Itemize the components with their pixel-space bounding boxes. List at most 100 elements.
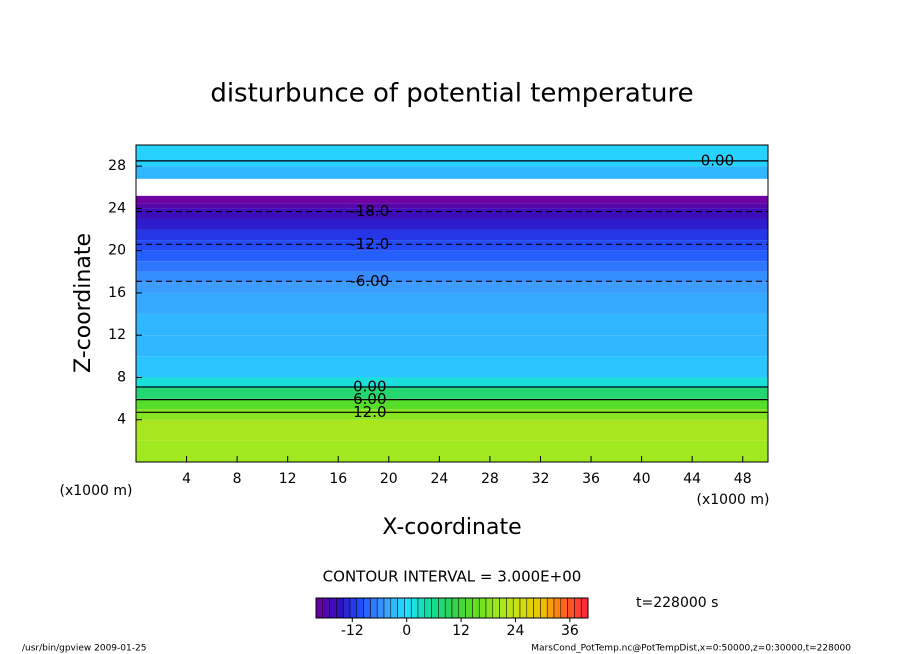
- colorbar-cell: [329, 597, 337, 619]
- field-band: [136, 409, 768, 420]
- footer-left: /usr/bin/gpview 2009-01-25: [22, 644, 146, 654]
- footer-right: MarsCond_PotTemp.nc@PotTempDist,x=0:5000…: [531, 644, 851, 654]
- x-tick-label: 4: [182, 471, 191, 487]
- y-tick-label: 12: [108, 327, 126, 343]
- colorbar-cell: [424, 597, 432, 619]
- colorbar-cell: [431, 597, 439, 619]
- colorbar-cell: [315, 597, 324, 619]
- x-tick-label: 32: [532, 471, 550, 487]
- y-tick-label: 24: [108, 200, 126, 216]
- field-band: [136, 314, 768, 336]
- colorbar-cell: [512, 597, 521, 619]
- y-tick-label: 16: [108, 285, 126, 301]
- colorbar-cell: [499, 597, 507, 619]
- colorbar-cell: [506, 597, 514, 619]
- colorbar-cell: [478, 597, 487, 619]
- x-tick-label: 48: [734, 471, 752, 487]
- colorbar-cell: [410, 597, 419, 619]
- field-band: [136, 440, 768, 462]
- contour-label: -12.0: [350, 235, 389, 253]
- field-band: [136, 292, 768, 315]
- contour-label: 0.00: [353, 377, 386, 395]
- field-band: [136, 271, 768, 283]
- y-unit: (x1000 m): [60, 483, 133, 499]
- colorbar-cell: [465, 597, 473, 619]
- colorbar-cell: [540, 597, 548, 619]
- field-band: [136, 282, 768, 293]
- colorbar-cell: [363, 597, 371, 619]
- x-tick-label: 20: [380, 471, 398, 487]
- colorbar-tick-label: -12: [341, 623, 364, 639]
- colorbar-cell: [444, 597, 453, 619]
- field-band: [136, 261, 768, 272]
- colorbar-tick-label: 0: [402, 623, 411, 639]
- y-axis-label: Z-coordinate: [71, 233, 96, 373]
- field-band: [136, 166, 768, 179]
- colorbar-cell: [417, 597, 426, 619]
- x-tick-label: 36: [582, 471, 600, 487]
- y-tick-label: 28: [108, 158, 126, 174]
- field-band: [136, 356, 768, 378]
- colorbar-cell: [390, 597, 398, 619]
- x-axis-label: X-coordinate: [382, 515, 521, 540]
- field-band: [136, 250, 768, 262]
- colorbar-cell: [546, 597, 555, 619]
- colorbar-cell: [472, 597, 480, 619]
- colorbar-cell: [458, 597, 466, 619]
- field-band: [136, 377, 768, 389]
- colorbar-cell: [336, 597, 344, 619]
- colorbar-frame: [315, 597, 589, 619]
- colorbar-cell: [485, 597, 494, 619]
- field-band: [136, 335, 768, 357]
- colorbar-cell: [451, 597, 460, 619]
- colorbar-cell: [567, 597, 575, 619]
- field-band: [136, 145, 768, 167]
- contour-interval: CONTOUR INTERVAL = 3.000E+00: [323, 568, 582, 586]
- colorbar-cell: [574, 597, 582, 619]
- field-band: [136, 388, 768, 399]
- field-band: [136, 398, 768, 410]
- colorbar-cell: [356, 597, 364, 619]
- field-band: [136, 218, 768, 230]
- colorbar-cell: [560, 597, 568, 619]
- field-band: [136, 240, 768, 251]
- field-band: [136, 208, 768, 219]
- colorbar-cell: [370, 597, 378, 619]
- chart-title: disturbunce of potential temperature: [210, 79, 693, 109]
- colorbar-cell: [526, 597, 534, 619]
- colorbar-cell: [519, 597, 528, 619]
- x-tick-label: 8: [233, 471, 242, 487]
- contour-label: -6.00: [350, 272, 389, 290]
- x-tick-label: 16: [329, 471, 347, 487]
- contour-label: 6.00: [353, 390, 386, 408]
- plot-frame: [135, 144, 769, 463]
- y-tick-label: 20: [108, 243, 126, 259]
- colorbar-cell: [383, 597, 392, 619]
- colorbar-cell: [397, 597, 405, 619]
- y-tick-label: 4: [117, 412, 126, 428]
- contour-label: 12.0: [353, 403, 386, 421]
- colorbar-tick-label: 12: [452, 623, 470, 639]
- x-tick-label: 12: [279, 471, 297, 487]
- colorbar-cell: [404, 597, 412, 619]
- colorbar-cell: [438, 597, 446, 619]
- y-tick-label: 8: [117, 369, 126, 385]
- colorbar-cell: [580, 597, 589, 619]
- colorbar-cell: [322, 597, 330, 619]
- x-tick-label: 28: [481, 471, 499, 487]
- contour-label: -18.0: [350, 202, 389, 220]
- field-band: [136, 229, 768, 241]
- colorbar-tick-label: 36: [561, 623, 579, 639]
- x-tick-label: 44: [683, 471, 701, 487]
- field-band: [136, 203, 768, 209]
- colorbar-cell: [376, 597, 385, 619]
- colorbar-tick-label: 24: [507, 623, 525, 639]
- colorbar-cell: [492, 597, 500, 619]
- field-band: [136, 195, 768, 204]
- x-tick-label: 40: [633, 471, 651, 487]
- time-label: t=228000 s: [636, 595, 718, 611]
- colorbar-cell: [349, 597, 358, 619]
- field-band: [136, 419, 768, 441]
